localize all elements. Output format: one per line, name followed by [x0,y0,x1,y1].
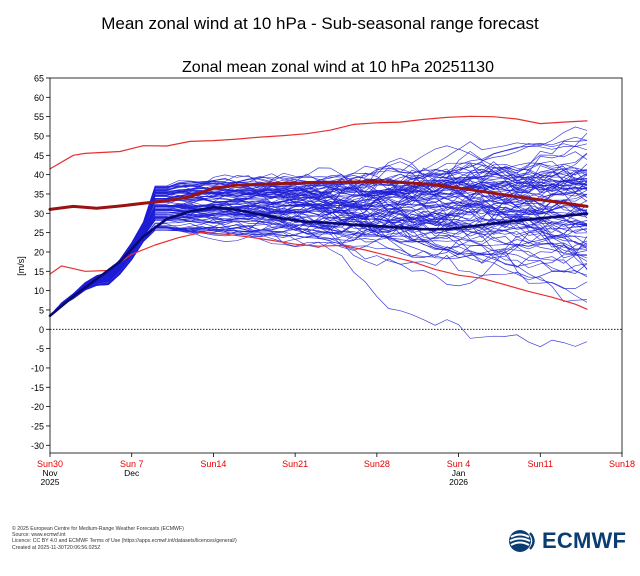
x-tick-label: Sun 7 [120,459,144,469]
ensemble-member-line [49,224,588,317]
series-line-mean [48,205,589,318]
x-tick-month: Jan [452,468,466,478]
ensemble-member-line [49,229,588,317]
ecmwf-logo-icon [509,530,535,552]
y-tick-label: 0 [39,325,44,335]
ensemble-member-line [49,167,588,317]
ensemble-member-line [49,225,588,317]
y-tick-label: 35 [34,189,44,199]
y-tick-label: 15 [34,267,44,277]
y-tick-label: 30 [34,209,44,219]
y-axis-label: [m/s] [16,256,26,276]
x-tick-label: Sun30 [37,459,63,469]
y-tick-label: 25 [34,228,44,238]
x-tick-label: Sun18 [609,459,635,469]
series-line-lower [49,231,588,310]
series-line-upper [49,115,588,170]
y-tick-label: 40 [34,170,44,180]
page-title: Mean zonal wind at 10 hPa - Sub-seasonal… [101,14,539,33]
x-tick-year: 2025 [41,477,60,487]
x-tick-month: Nov [42,468,58,478]
y-tick-label: 50 [34,131,44,141]
ensemble-member-line [49,209,588,317]
y-tick-label: 60 [34,93,44,103]
x-tick-label: Sun21 [282,459,308,469]
ensemble-member-line [49,213,588,317]
y-tick-label: -15 [31,383,44,393]
y-tick-label: 45 [34,151,44,161]
axes: 65605550454035302520151050-5-10-15-20-25… [31,74,635,488]
footer-created: Created at 2025-11-30T20:06:56.025Z [12,544,101,551]
ecmwf-logo-text: ECMWF [542,528,627,553]
y-tick-label: -30 [31,441,44,451]
ensemble-member-line [49,225,588,317]
x-tick-label: Sun11 [528,459,553,469]
y-tick-label: 10 [34,286,44,296]
x-tick-label: Sun 4 [447,459,471,469]
footer-licence: Licence: CC BY 4.0 and ECMWF Terms of Us… [12,538,237,545]
y-tick-label: 55 [34,112,44,122]
y-tick-label: -25 [31,421,44,431]
x-tick-label: Sun14 [200,459,226,469]
ensemble-member-line [49,167,588,317]
ensemble-member-line [49,205,588,317]
x-tick-label: Sun28 [364,459,390,469]
plot-frame [49,77,623,454]
series-line-climatology [48,180,589,211]
ensemble-member-line [49,175,588,317]
ecmwf-logo[interactable]: ECMWF [508,528,626,554]
ensemble-member-line [49,220,588,317]
ensemble-member-line [49,200,588,317]
x-tick-year: 2026 [449,477,468,487]
footer-copyright: © 2025 European Centre for Medium-Range … [12,526,184,532]
y-tick-label: 20 [34,247,44,257]
ensemble-members [49,126,588,348]
y-tick-label: -10 [31,363,44,373]
y-tick-label: -20 [31,402,44,412]
footer-source: Source: www.ecmwf.int [12,532,66,539]
ensemble-member-line [49,160,588,317]
statistic-lines [48,115,589,318]
x-tick-month: Dec [124,468,140,478]
chart-title: Zonal mean zonal wind at 10 hPa 20251130 [182,59,494,76]
ensemble-member-line [49,173,588,317]
footer-credits: © 2025 European Centre for Medium-Range … [12,526,237,551]
y-tick-label: -5 [36,344,44,354]
ensemble-member-line [49,163,588,317]
y-tick-label: 65 [34,74,44,84]
ensemble-member-line [49,220,588,348]
y-tick-label: 5 [39,305,44,315]
